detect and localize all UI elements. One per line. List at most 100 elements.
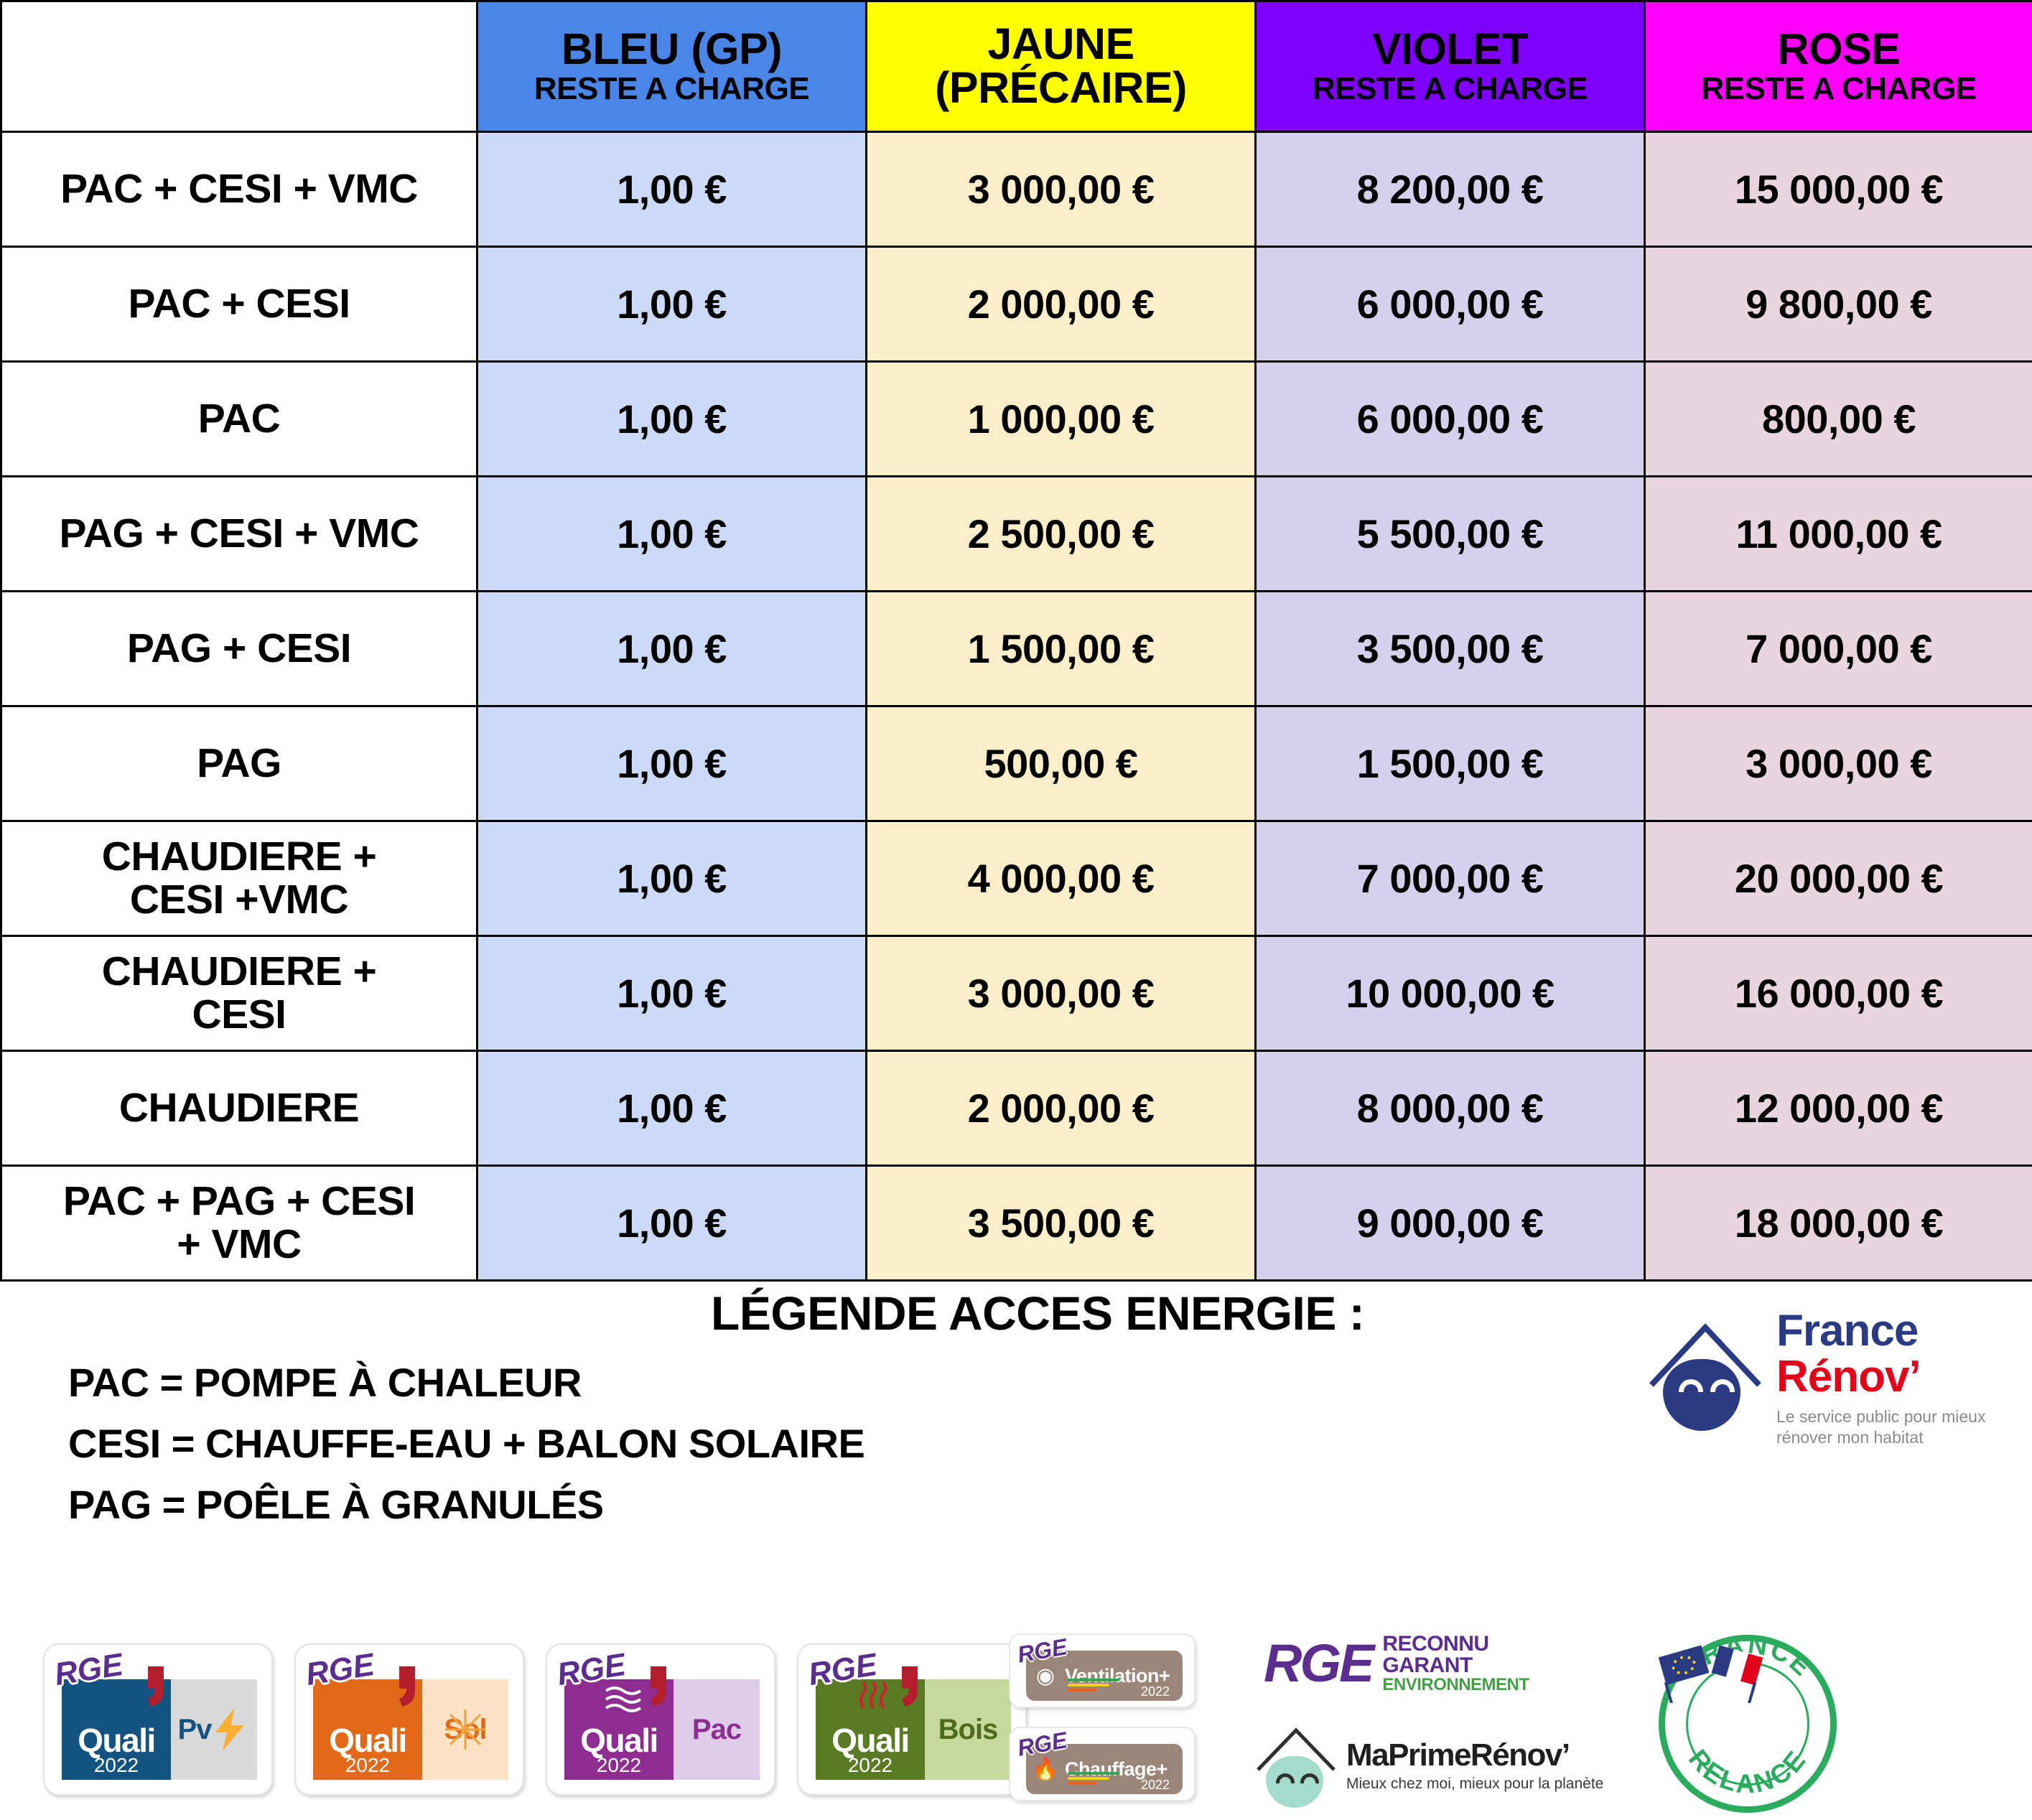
quali-year: 2022 <box>93 1754 139 1776</box>
badge-ventilation-plus: RGE ◉ Ventilation+ 2022 <box>1009 1633 1196 1708</box>
row-label: PAC + CESI <box>0 246 478 363</box>
house-icon <box>1644 1317 1766 1439</box>
france-renov-line1: France <box>1776 1306 1919 1356</box>
maprimerenov-title: MaPrimeRénov’ <box>1346 1737 1570 1773</box>
header-violet-subtitle: RESTE A CHARGE <box>1312 70 1588 106</box>
cell-rose: 9 800,00 € <box>1644 246 2032 363</box>
legend-item-cesi: CESI = CHAUFFE-EAU + BALON SOLAIRE <box>68 1421 865 1466</box>
legend-item-pac: PAC = POMPE À CHALEUR <box>68 1360 582 1405</box>
eye-icon-left <box>1276 1773 1295 1783</box>
pricing-table: BLEU (GP) RESTE A CHARGE JAUNE (PRÉCAIRE… <box>0 0 2032 1282</box>
quali-word: Quali <box>831 1721 910 1759</box>
roof-icon <box>1649 1323 1761 1387</box>
cell-bleu: 1,00 € <box>476 131 867 248</box>
cell-bleu: 1,00 € <box>476 1050 867 1167</box>
cell-rose: 16 000,00 € <box>1644 935 2032 1052</box>
row-label: PAG + CESI + VMC <box>0 475 478 592</box>
rge-word-garant: GARANT <box>1382 1653 1473 1677</box>
cell-rose: 3 000,00 € <box>1644 705 2032 822</box>
header-rose-title: ROSE <box>1777 24 1901 73</box>
cell-violet: 6 000,00 € <box>1254 360 1646 477</box>
cell-violet: 10 000,00 € <box>1254 935 1646 1052</box>
lightning-icon <box>215 1708 245 1751</box>
badge-rge-qualibois: RGE Quali 2022 Bois <box>797 1643 1027 1796</box>
rge-word-reconnu: RECONNU <box>1382 1632 1489 1656</box>
badge-right-panel: Sol <box>422 1679 508 1780</box>
quali-suffix: Pv <box>177 1713 213 1745</box>
row-label: PAC + PAG + CESI + VMC <box>0 1165 478 1282</box>
header-bleu-title: BLEU (GP) <box>561 24 783 73</box>
header-bleu-subtitle: RESTE A CHARGE <box>533 70 810 106</box>
badge-label: Chauffage+ <box>1065 1758 1168 1780</box>
table-row: PAC + CESI + VMC 1,00 € 3 000,00 € 8 200… <box>0 131 2032 248</box>
table-row: CHAUDIERE + CESI +VMC 1,00 € 4 000,00 € … <box>0 820 2032 937</box>
cell-rose: 800,00 € <box>1644 360 2032 477</box>
table-row: PAG + CESI + VMC 1,00 € 2 500,00 € 5 500… <box>0 475 2032 592</box>
table-row: PAC 1,00 € 1 000,00 € 6 000,00 € 800,00 … <box>0 360 2032 477</box>
cell-bleu: 1,00 € <box>476 590 867 707</box>
quali-year: 2022 <box>596 1754 642 1776</box>
logo-rge-reconnu-garant: RGE RECONNU GARANT ENVIRONNEMENT <box>1264 1633 1601 1712</box>
table-row: CHAUDIERE + CESI 1,00 € 3 000,00 € 10 00… <box>0 935 2032 1052</box>
comma-icon <box>651 1666 666 1707</box>
cell-rose: 15 000,00 € <box>1644 131 2032 248</box>
rge-wordmark: RGE <box>1264 1633 1374 1693</box>
header-cell-jaune: JAUNE (PRÉCAIRE) <box>865 0 1257 133</box>
cell-rose: 11 000,00 € <box>1644 475 2032 592</box>
header-row: BLEU (GP) RESTE A CHARGE JAUNE (PRÉCAIRE… <box>0 0 2032 133</box>
row-label: PAG + CESI <box>0 590 478 707</box>
quali-year: 2022 <box>847 1754 893 1776</box>
cell-violet: 5 500,00 € <box>1254 475 1646 592</box>
cell-violet: 8 200,00 € <box>1254 131 1646 248</box>
badge-right-panel: Pv <box>171 1679 257 1780</box>
cell-violet: 7 000,00 € <box>1254 820 1646 937</box>
house-icon <box>1253 1723 1339 1809</box>
row-label: CHAUDIERE + CESI <box>0 935 478 1052</box>
row-label: PAC + CESI + VMC <box>0 131 478 248</box>
certification-badges: RGE Quali 2022 Pv RGE <box>0 1633 2032 1820</box>
logo-france-relance: FRANCE RELANCE <box>1659 1635 1837 1813</box>
row-label: CHAUDIERE + CESI +VMC <box>0 820 478 937</box>
cell-jaune: 2 500,00 € <box>865 475 1257 592</box>
table-row: CHAUDIERE 1,00 € 2 000,00 € 8 000,00 € 1… <box>0 1050 2032 1167</box>
fan-icon: ◉ <box>1035 1663 1055 1688</box>
quali-word: Quali <box>580 1721 658 1759</box>
badge-year: 2022 <box>1140 1778 1170 1792</box>
cell-jaune: 2 000,00 € <box>865 1050 1257 1167</box>
header-cell-rose: ROSE RESTE A CHARGE <box>1644 0 2032 133</box>
rge-row: RGE RECONNU GARANT ENVIRONNEMENT <box>1264 1633 1601 1694</box>
quali-word: Quali <box>329 1721 407 1759</box>
cell-bleu: 1,00 € <box>476 935 867 1052</box>
cell-jaune: 2 000,00 € <box>865 246 1257 363</box>
row-label: PAG <box>0 705 478 822</box>
cell-jaune: 1 000,00 € <box>865 360 1257 477</box>
eye-icon-right <box>1710 1379 1735 1392</box>
roof-icon <box>1257 1727 1336 1771</box>
comma-icon <box>902 1666 918 1707</box>
badge-bar: ◉ Ventilation+ 2022 <box>1026 1651 1183 1701</box>
energy-stripes-icon <box>1068 1679 1119 1694</box>
quali-word: Quali <box>78 1721 156 1759</box>
flags-icon <box>1659 1645 1763 1703</box>
cell-bleu: 1,00 € <box>476 475 867 592</box>
badge-label: Ventilation+ <box>1065 1664 1170 1686</box>
table-body: PAC + CESI + VMC 1,00 € 3 000,00 € 8 200… <box>0 131 2032 1282</box>
header-rose-subtitle: RESTE A CHARGE <box>1701 70 1977 106</box>
logo-maprimerenov: MaPrimeRénov’ Mieux chez moi, mieux pour… <box>1253 1719 1612 1813</box>
sun-icon <box>445 1709 485 1750</box>
legend-section: LÉGENDE ACCES ENERGIE : PAC = POMPE À CH… <box>0 1282 2032 1605</box>
row-label: PAC <box>0 360 478 477</box>
cell-violet: 8 000,00 € <box>1254 1050 1646 1167</box>
quali-suffix: Bois <box>938 1713 999 1745</box>
cell-bleu: 1,00 € <box>476 360 867 477</box>
rge-words: RECONNU GARANT ENVIRONNEMENT <box>1382 1633 1529 1694</box>
cell-violet: 9 000,00 € <box>1254 1165 1646 1282</box>
eye-icon-left <box>1679 1379 1703 1392</box>
cell-violet: 3 500,00 € <box>1254 590 1646 707</box>
france-renov-logo: France Rénov’ Le service public pour mie… <box>1644 1285 2003 1472</box>
outer-ring <box>1659 1635 1837 1813</box>
header-cell-bleu: BLEU (GP) RESTE A CHARGE <box>476 0 867 133</box>
badge-rge-qualipv: RGE Quali 2022 Pv <box>43 1643 273 1796</box>
cell-jaune: 3 000,00 € <box>865 131 1257 248</box>
